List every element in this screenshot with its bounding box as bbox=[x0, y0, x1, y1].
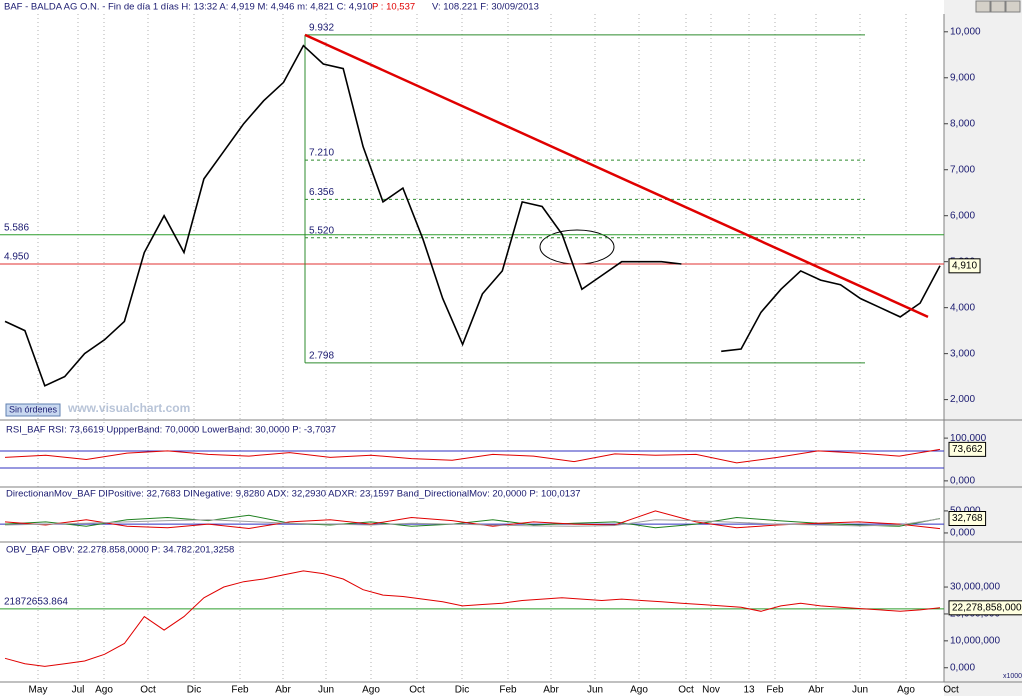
x-tick-label: Oct bbox=[140, 685, 156, 696]
x-tick-label: Ago bbox=[630, 685, 648, 696]
indicator-line bbox=[4, 448, 941, 464]
x-tick-label: Feb bbox=[766, 685, 784, 696]
y-tick-label: 9,000 bbox=[950, 72, 975, 83]
last-value-box bbox=[948, 600, 1022, 616]
y-tick-label: 8,000 bbox=[950, 118, 975, 129]
x-tick-label: Jul bbox=[72, 685, 85, 696]
x-tick-label: Nov bbox=[702, 685, 720, 696]
x-tick-label: Jun bbox=[852, 685, 868, 696]
y-tick-label: 6,000 bbox=[950, 210, 975, 221]
header-rest: V: 108.221 F: 30/09/2013 bbox=[432, 2, 539, 13]
x-tick-label: Oct bbox=[678, 685, 694, 696]
y-tick-label: 10,000,000 bbox=[950, 635, 1000, 646]
x-tick-label: 13 bbox=[743, 685, 755, 696]
x-tick-label: Ago bbox=[95, 685, 113, 696]
x-tick-label: Jun bbox=[587, 685, 603, 696]
indicator-line bbox=[4, 570, 941, 667]
last-value-label: 32,768 bbox=[952, 513, 983, 524]
x-tick-label: Dic bbox=[187, 685, 201, 696]
close-button[interactable] bbox=[1005, 0, 1021, 13]
support-label: 4.950 bbox=[4, 252, 29, 263]
right-axis-area bbox=[944, 0, 1022, 696]
reference-label: 21872653.864 bbox=[4, 597, 68, 608]
x-tick-label: Feb bbox=[499, 685, 517, 696]
trend-line bbox=[304, 33, 929, 318]
x-tick-label: May bbox=[29, 685, 48, 696]
x-tick-label: Abr bbox=[275, 685, 291, 696]
y-tick-label: 0,000 bbox=[950, 476, 975, 487]
orders-button[interactable] bbox=[5, 403, 61, 417]
x-tick-label: Jun bbox=[318, 685, 334, 696]
y-tick-label: 2,000 bbox=[950, 394, 975, 405]
orders-button-label: Sin órdenes bbox=[9, 404, 58, 414]
last-value-label: 4,910 bbox=[952, 260, 977, 271]
y-tick-label: 10,000 bbox=[950, 26, 981, 37]
minimize-button[interactable] bbox=[975, 0, 991, 13]
last-value-label: 22,278,858,000 bbox=[952, 602, 1022, 613]
y-tick-label: 0,000 bbox=[950, 662, 975, 673]
indicator-line bbox=[4, 514, 941, 529]
y-tick-label: 3,000 bbox=[950, 348, 975, 359]
indicator-line bbox=[4, 518, 941, 527]
y-tick-label: 4,000 bbox=[950, 302, 975, 313]
y-tick-label: 100,000 bbox=[950, 433, 987, 444]
price-line bbox=[4, 44, 941, 387]
y-tick-label: 30,000,000 bbox=[950, 582, 1000, 593]
x-tick-label: Abr bbox=[808, 685, 824, 696]
fibo-label: 7.210 bbox=[309, 148, 334, 159]
maximize-button[interactable] bbox=[990, 0, 1006, 13]
fibo-label: 6.356 bbox=[309, 187, 334, 198]
fibo-label: 2.798 bbox=[309, 351, 334, 362]
window-buttons bbox=[975, 0, 1021, 13]
header-title: BAF - BALDA AG O.N. - Fin de día 1 días … bbox=[4, 2, 373, 13]
header-p: P : 10,537 bbox=[372, 2, 415, 13]
indicator-header: DirectionanMov_BAF DIPositive: 32,7683 D… bbox=[6, 489, 581, 500]
y-tick-label: 7,000 bbox=[950, 164, 975, 175]
y-tick-label: 0,000 bbox=[950, 528, 975, 539]
fibo-label: 5.520 bbox=[309, 225, 334, 236]
watermark: www.visualchart.com bbox=[67, 401, 190, 415]
last-value-box bbox=[948, 441, 987, 457]
x-tick-label: Feb bbox=[231, 685, 249, 696]
scale-note: x1000 bbox=[1003, 673, 1022, 680]
last-value-box bbox=[948, 511, 987, 527]
indicator-header: RSI_BAF RSI: 73,6619 UppperBand: 70,0000… bbox=[6, 425, 336, 436]
support-label: 5.586 bbox=[4, 222, 29, 233]
last-value-box bbox=[948, 258, 981, 274]
x-tick-label: Oct bbox=[409, 685, 425, 696]
x-tick-label: Oct bbox=[943, 685, 959, 696]
indicator-header: OBV_BAF OBV: 22.278.858,0000 P: 34.782.2… bbox=[6, 545, 234, 556]
x-tick-label: Ago bbox=[897, 685, 915, 696]
x-tick-label: Dic bbox=[455, 685, 469, 696]
fibo-label: 9.932 bbox=[309, 23, 334, 34]
x-tick-label: Ago bbox=[362, 685, 380, 696]
last-value-label: 73,662 bbox=[952, 444, 983, 455]
x-tick-label: Abr bbox=[543, 685, 559, 696]
